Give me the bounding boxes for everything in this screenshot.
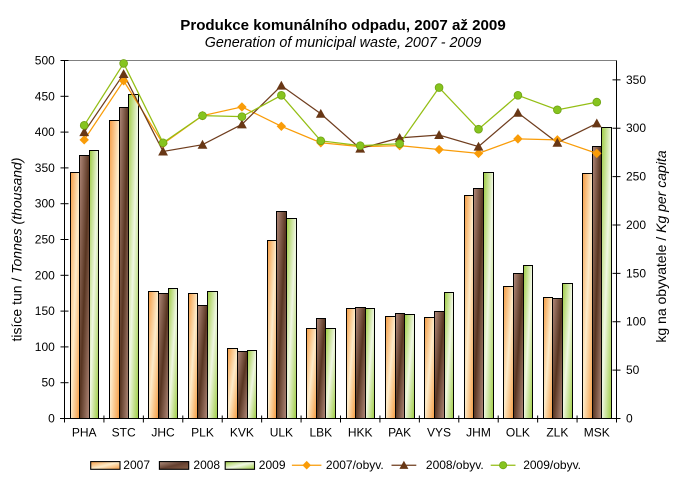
svg-text:JHC: JHC <box>151 426 175 440</box>
svg-text:50: 50 <box>41 376 55 390</box>
svg-text:STC: STC <box>112 426 136 440</box>
svg-text:350: 350 <box>626 73 646 87</box>
svg-text:250: 250 <box>35 233 55 247</box>
svg-text:450: 450 <box>35 89 55 103</box>
svg-text:100: 100 <box>35 340 55 354</box>
svg-text:2007/obyv.: 2007/obyv. <box>326 458 384 472</box>
svg-text:150: 150 <box>626 266 646 280</box>
svg-text:tisíce tun / Tonnes (thousand): tisíce tun / Tonnes (thousand) <box>9 158 25 342</box>
svg-text:2009: 2009 <box>259 458 286 472</box>
svg-text:200: 200 <box>626 218 646 232</box>
svg-text:300: 300 <box>626 121 646 135</box>
svg-text:ZLK: ZLK <box>546 426 568 440</box>
svg-text:2008/obyv.: 2008/obyv. <box>426 458 484 472</box>
svg-text:0: 0 <box>48 412 55 426</box>
svg-text:2008: 2008 <box>193 458 220 472</box>
svg-text:PAK: PAK <box>388 426 411 440</box>
svg-text:250: 250 <box>626 170 646 184</box>
svg-text:100: 100 <box>626 315 646 329</box>
svg-text:PHA: PHA <box>72 426 97 440</box>
svg-text:500: 500 <box>35 54 55 68</box>
svg-text:PLK: PLK <box>191 426 214 440</box>
svg-text:OLK: OLK <box>506 426 530 440</box>
svg-text:2007: 2007 <box>123 458 150 472</box>
svg-text:LBK: LBK <box>309 426 332 440</box>
svg-text:0: 0 <box>626 412 633 426</box>
svg-text:2009/obyv.: 2009/obyv. <box>523 458 581 472</box>
svg-text:400: 400 <box>35 125 55 139</box>
svg-text:MSK: MSK <box>584 426 610 440</box>
svg-text:150: 150 <box>35 304 55 318</box>
svg-text:ULK: ULK <box>270 426 293 440</box>
svg-text:JHM: JHM <box>466 426 491 440</box>
svg-text:Generation of municipal waste,: Generation of municipal waste, 2007 - 20… <box>205 35 482 51</box>
svg-text:300: 300 <box>35 197 55 211</box>
svg-text:Produkce komunálního odpadu, 2: Produkce komunálního odpadu, 2007 až 200… <box>180 17 505 34</box>
svg-text:KVK: KVK <box>230 426 254 440</box>
svg-text:HKK: HKK <box>348 426 373 440</box>
svg-text:VYS: VYS <box>427 426 451 440</box>
svg-text:200: 200 <box>35 268 55 282</box>
svg-text:350: 350 <box>35 161 55 175</box>
svg-text:kg na obyvatele / Kg per capit: kg na obyvatele / Kg per capita <box>653 150 669 342</box>
svg-text:50: 50 <box>626 363 640 377</box>
